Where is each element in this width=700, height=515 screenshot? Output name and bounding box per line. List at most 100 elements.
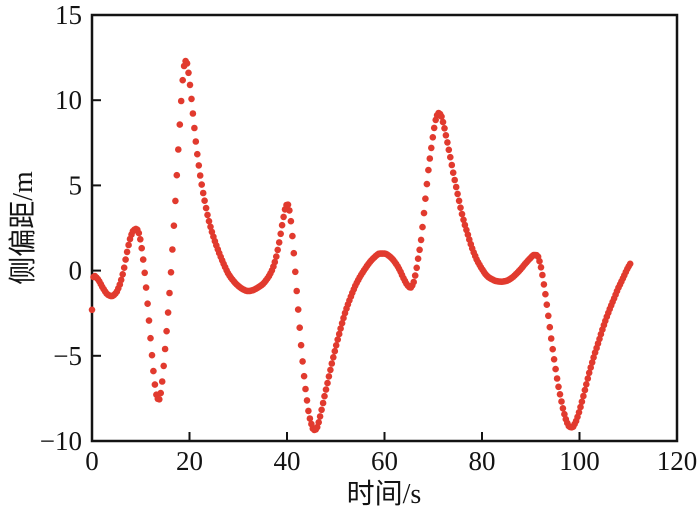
data-point	[167, 269, 175, 276]
data-point	[160, 362, 167, 370]
data-point	[328, 360, 336, 367]
data-point	[205, 217, 213, 225]
data-point	[172, 197, 179, 205]
data-point	[545, 312, 552, 320]
data-point	[411, 272, 419, 279]
data-point	[454, 190, 461, 198]
data-point	[292, 268, 299, 276]
data-point	[315, 419, 323, 426]
data-point	[278, 221, 286, 229]
data-point	[201, 197, 208, 204]
data-point	[585, 369, 593, 377]
x-tick-label: 20	[176, 446, 203, 476]
data-point	[88, 306, 96, 314]
data-point	[422, 195, 429, 202]
data-point	[300, 372, 308, 380]
x-axis-label: 时间/s	[347, 478, 422, 510]
data-point	[179, 76, 186, 84]
data-point	[584, 375, 592, 382]
data-point	[196, 172, 204, 179]
data-point	[626, 260, 634, 268]
data-point	[325, 373, 333, 380]
data-point	[274, 246, 282, 254]
data-point	[186, 81, 194, 89]
data-point	[289, 232, 296, 240]
data-point	[338, 319, 346, 327]
data-point	[540, 281, 548, 288]
data-point	[426, 155, 434, 162]
data-point	[199, 189, 207, 197]
data-point	[561, 410, 568, 418]
data-point	[452, 183, 460, 191]
data-point	[550, 356, 558, 363]
data-point	[419, 223, 426, 231]
data-point	[337, 325, 344, 332]
data-point	[318, 406, 325, 414]
data-point	[170, 222, 178, 229]
data-point	[335, 330, 343, 338]
data-point	[428, 144, 435, 152]
data-point	[157, 389, 164, 397]
data-point	[296, 324, 304, 332]
data-point	[559, 405, 567, 412]
data-point	[332, 342, 340, 349]
data-point	[448, 161, 456, 169]
data-point	[189, 110, 197, 117]
data-point	[558, 398, 565, 405]
data-point	[334, 336, 342, 343]
data-point	[555, 383, 562, 391]
data-point	[275, 239, 283, 246]
data-point	[177, 97, 185, 105]
data-point	[142, 284, 150, 291]
data-point	[119, 271, 126, 278]
data-point	[156, 396, 163, 403]
data-point	[416, 246, 423, 254]
data-point	[577, 403, 584, 411]
data-point	[305, 407, 312, 415]
data-point	[138, 244, 145, 252]
data-point	[316, 413, 324, 420]
data-point	[135, 229, 143, 237]
data-point	[430, 124, 438, 132]
data-point	[578, 398, 586, 406]
data-point	[588, 359, 596, 366]
plot-border	[90, 13, 679, 443]
data-point	[539, 271, 546, 279]
data-point	[587, 364, 594, 371]
data-point	[330, 354, 337, 361]
data-point	[137, 236, 144, 243]
data-point	[438, 113, 445, 120]
data-point	[185, 69, 192, 77]
data-point	[151, 381, 159, 388]
data-point	[543, 301, 551, 309]
data-point	[191, 124, 198, 132]
data-point	[303, 397, 311, 404]
data-point	[439, 118, 447, 126]
data-point	[207, 223, 214, 231]
data-point	[445, 146, 453, 154]
data-point	[183, 60, 191, 67]
data-point	[455, 197, 463, 205]
data-point	[447, 153, 454, 161]
data-point	[139, 256, 147, 263]
x-tick-label: 60	[371, 446, 398, 476]
data-point	[198, 181, 205, 188]
data-point	[536, 257, 543, 265]
data-point	[410, 278, 418, 286]
data-point	[458, 210, 466, 218]
data-point	[293, 287, 301, 295]
data-point	[321, 392, 328, 400]
data-point	[327, 366, 334, 374]
data-point	[150, 367, 157, 375]
data-point	[117, 276, 125, 284]
data-point	[141, 269, 148, 277]
data-point	[277, 230, 285, 238]
data-point	[553, 375, 561, 382]
data-point	[122, 256, 129, 263]
data-point	[192, 138, 200, 145]
data-point	[583, 381, 590, 388]
y-tick-label: −10	[40, 426, 82, 456]
data-point	[581, 386, 589, 394]
